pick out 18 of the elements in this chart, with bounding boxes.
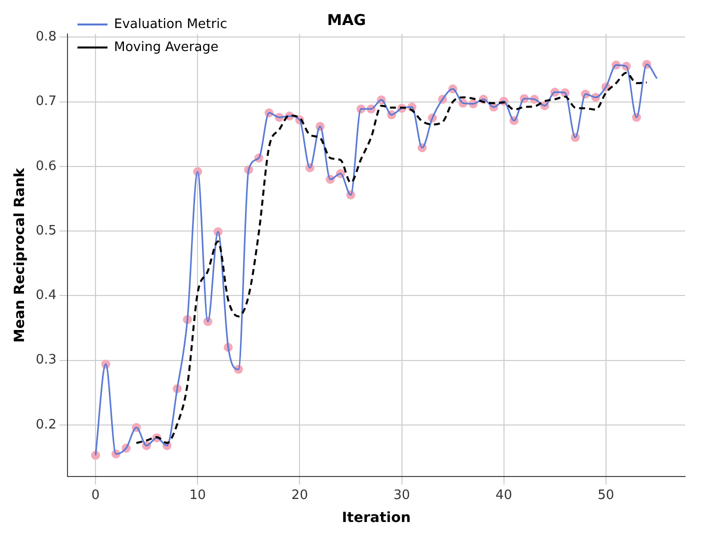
legend-label: Evaluation Metric: [114, 16, 228, 32]
y-tick-label: 0.6: [36, 158, 56, 174]
y-tick-label: 0.2: [36, 417, 56, 432]
y-tick-label: 0.4: [36, 288, 56, 304]
y-tick-label: 0.8: [36, 30, 56, 45]
chart-title: MAG: [327, 10, 366, 29]
x-tick-label: 30: [393, 488, 410, 503]
x-tick-label: 10: [189, 488, 206, 503]
x-axis-title: Iteration: [342, 510, 411, 526]
x-tick-label: 40: [496, 488, 512, 503]
x-tick-label: 50: [598, 488, 614, 503]
y-tick-label: 0.3: [36, 352, 56, 368]
y-tick-label: 0.5: [36, 223, 56, 238]
y-tick-label: 0.7: [36, 94, 56, 110]
x-tick-label: 20: [291, 488, 308, 503]
y-axis-title: Mean Reciprocal Rank: [12, 167, 28, 343]
x-tick-label: 0: [91, 488, 100, 503]
legend-label: Moving Average: [114, 40, 218, 55]
